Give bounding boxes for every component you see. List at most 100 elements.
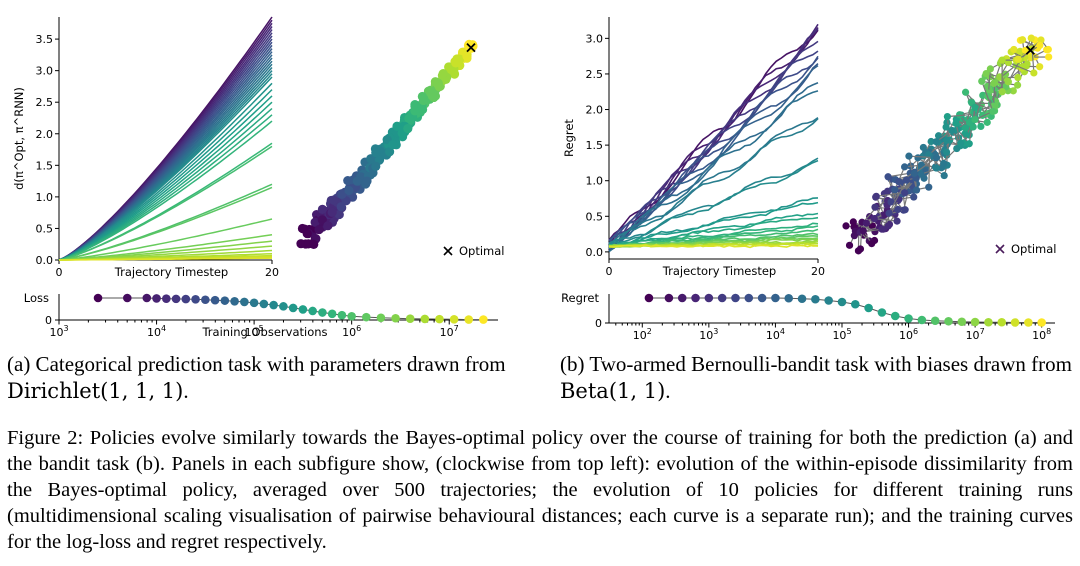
a-mds-point bbox=[314, 224, 324, 235]
a-mds-point bbox=[352, 176, 362, 186]
b-regret-training-point bbox=[984, 317, 993, 327]
a-loss-point bbox=[327, 309, 337, 319]
a-mds-point bbox=[334, 209, 344, 220]
b-mds-point bbox=[884, 222, 893, 230]
b-regret-series-line bbox=[608, 90, 819, 253]
b-mds-point bbox=[965, 140, 973, 148]
a-loss-point bbox=[93, 293, 103, 303]
a-loss-point bbox=[191, 295, 200, 304]
b-regret-training-x-tick-label: 107 bbox=[966, 327, 985, 342]
figure-caption: Figure 2: Policies evolve similarly towa… bbox=[7, 427, 1073, 553]
a-mds-point bbox=[310, 217, 320, 227]
caption-b-math: Beta(1, 1) bbox=[560, 379, 666, 403]
b-mds-point bbox=[982, 69, 990, 78]
b-mds-point bbox=[957, 139, 965, 147]
b-mds-point bbox=[927, 137, 935, 146]
b-mds-point bbox=[961, 88, 970, 96]
b-regret-series-line bbox=[608, 244, 819, 249]
a-mds-point bbox=[317, 215, 327, 225]
b-mds-point bbox=[910, 169, 918, 177]
b-mds-point bbox=[940, 159, 948, 168]
a-loss-point bbox=[181, 294, 191, 304]
a-mds-point bbox=[417, 104, 428, 115]
a-loss-point bbox=[240, 297, 249, 307]
a-mds-optimal-marker bbox=[466, 42, 476, 53]
b-regret-training-point bbox=[890, 311, 900, 321]
b-regret-training-x-tick-label: 106 bbox=[899, 327, 918, 342]
b-mds-point bbox=[868, 239, 876, 248]
caption-b-end: . bbox=[665, 379, 671, 403]
b-regret-series-line bbox=[608, 50, 819, 252]
a-loss-x-tick-label: 104 bbox=[147, 324, 166, 339]
b-mds-point bbox=[978, 77, 986, 85]
a-dissimilarity-series-line bbox=[59, 257, 273, 261]
b-regret-y-tick-label: 1.0 bbox=[586, 175, 604, 188]
b-mds-point bbox=[1014, 55, 1022, 63]
b-mds-point bbox=[965, 118, 974, 126]
a-dissimilarity-x-tick-label: 20 bbox=[265, 266, 279, 279]
b-mds-point bbox=[917, 170, 925, 178]
caption-a-math: Dirichlet(1, 1, 1) bbox=[7, 379, 184, 403]
a-mds-point bbox=[328, 195, 339, 205]
figure-canvas: 0.0 0.5 1.0 1.5 2.0 2.5 3.0 3.5 0 20 Trajectory Ti… bbox=[12, 16, 1057, 342]
b-mds-point bbox=[878, 225, 886, 233]
a-dissimilarity-y-tick-label: 3.5 bbox=[36, 33, 54, 46]
b-regret-series-line bbox=[608, 55, 819, 244]
b-regret-series-line bbox=[608, 40, 819, 252]
b-regret-training-x-tick-label: 104 bbox=[766, 327, 785, 342]
b-mds-point bbox=[895, 177, 903, 186]
b-mds-point bbox=[901, 189, 909, 197]
b-regret-training-point bbox=[877, 308, 887, 317]
a-loss-point bbox=[259, 299, 269, 309]
b-regret-training-x-tick-label: 102 bbox=[633, 327, 652, 342]
b-mds-point bbox=[856, 245, 865, 253]
a-loss-point bbox=[152, 294, 161, 303]
b-mds-point bbox=[1027, 34, 1035, 42]
b-mds-optimal-marker bbox=[1025, 45, 1036, 55]
b-mds-point bbox=[1016, 47, 1024, 55]
a-loss-point bbox=[362, 312, 371, 322]
a-mds-legend-label: Optimal bbox=[459, 244, 505, 258]
b-regret-training-point bbox=[664, 293, 674, 303]
b-mds-point bbox=[971, 115, 979, 124]
a-mds-point bbox=[438, 69, 448, 79]
a-loss-point bbox=[142, 293, 152, 303]
b-regret-series-line bbox=[608, 82, 819, 249]
b-regret-training-point bbox=[731, 293, 740, 303]
b-mds-point bbox=[905, 152, 913, 160]
b-mds-point bbox=[912, 186, 921, 194]
a-loss-point bbox=[391, 313, 400, 323]
a-loss-point bbox=[405, 314, 415, 323]
a-loss-x-tick-label: 103 bbox=[49, 324, 68, 339]
a-loss-point bbox=[230, 297, 239, 306]
b-mds-point bbox=[893, 217, 901, 225]
b-regret-y-tick-label: 1.5 bbox=[586, 139, 604, 152]
b-regret-series-line bbox=[608, 236, 819, 248]
b-mds-point bbox=[925, 183, 933, 191]
b-regret-training-point bbox=[997, 317, 1007, 327]
b-regret-series-line bbox=[608, 117, 819, 245]
a-loss-point bbox=[201, 295, 210, 305]
a-loss-x-label: Training Observations bbox=[201, 325, 327, 339]
caption-b: (b) Two-armed Bernoulli-bandit task with… bbox=[560, 351, 1072, 405]
b-mds-point bbox=[961, 124, 970, 132]
a-loss-x-tick-label: 106 bbox=[342, 324, 361, 339]
a-loss-point bbox=[162, 294, 171, 303]
a-dissimilarity-series-line bbox=[58, 186, 273, 261]
a-dissimilarity-series-line bbox=[58, 16, 273, 261]
a-dissimilarity-y-tick-label: 0.5 bbox=[36, 222, 54, 235]
a-loss-point bbox=[122, 293, 132, 303]
b-mds-point bbox=[1009, 87, 1017, 95]
b-regret-training-point bbox=[677, 293, 687, 303]
b-regret-training-point bbox=[930, 316, 940, 326]
a-loss-point bbox=[288, 303, 298, 313]
b-regret-training-point bbox=[970, 317, 980, 327]
b-regret-series-line bbox=[608, 117, 819, 250]
a-loss-point bbox=[279, 302, 288, 311]
b-mds-point bbox=[842, 222, 850, 230]
b-mds-point bbox=[1045, 53, 1053, 61]
b-regret-training-point bbox=[1037, 318, 1046, 327]
caption-a-end: . bbox=[183, 379, 189, 403]
a-mds-point bbox=[451, 58, 461, 68]
a-loss-point bbox=[318, 308, 327, 317]
